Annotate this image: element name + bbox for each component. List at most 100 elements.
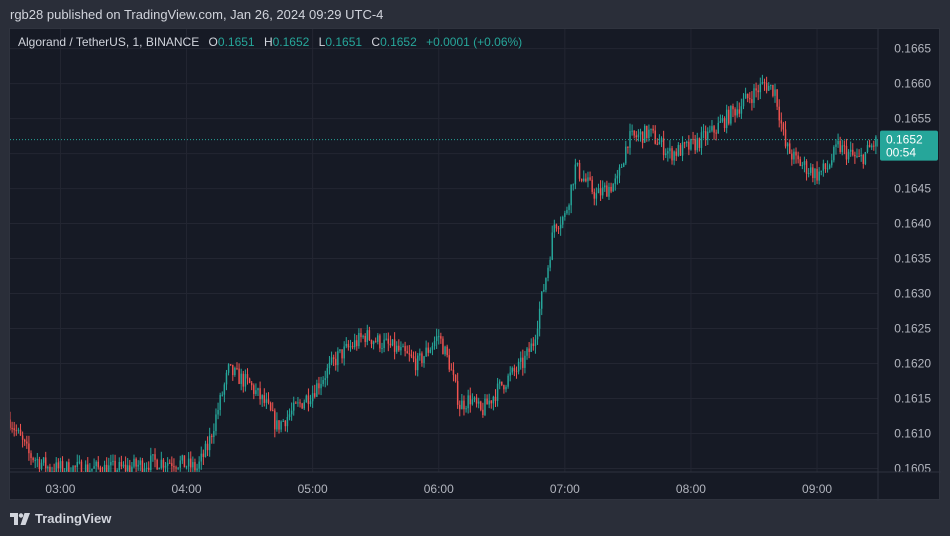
- candle-body: [349, 346, 352, 348]
- candle-body: [269, 402, 272, 411]
- y-tick-label: 0.1665: [894, 42, 931, 56]
- candle-body: [662, 138, 665, 156]
- candlestick-chart[interactable]: 0.1605 0.1610 0.1615 0.1620 0.1625 0.1630 0.16…: [10, 29, 941, 501]
- symbol-label: Algorand / TetherUS, 1, BINANCE: [18, 35, 200, 49]
- candle-body: [791, 153, 793, 160]
- y-tick-label: 0.1645: [894, 182, 931, 196]
- candle-body: [757, 90, 759, 93]
- candle-body: [591, 179, 593, 192]
- candle-body: [305, 395, 308, 403]
- candle-body: [263, 395, 266, 403]
- candle-body: [580, 178, 583, 181]
- candle-body: [429, 349, 432, 353]
- candle-body: [423, 356, 425, 363]
- candle-body: [744, 93, 747, 99]
- candle-body: [583, 178, 585, 181]
- candle-body: [137, 464, 139, 467]
- candle-body: [368, 330, 371, 340]
- candle-body: [10, 419, 11, 428]
- candle-body: [620, 166, 623, 168]
- candle-body: [276, 420, 278, 430]
- candle-body: [68, 462, 70, 472]
- candle-body: [147, 467, 150, 471]
- y-tick-label: 0.1630: [894, 287, 931, 301]
- candle-body: [671, 148, 673, 161]
- candle-body: [822, 163, 825, 171]
- open-label: O: [208, 35, 218, 49]
- brand-name: TradingView: [35, 511, 112, 526]
- candle-body: [538, 308, 541, 329]
- candle-body: [135, 458, 137, 467]
- candle-body: [425, 347, 427, 357]
- candle-body: [545, 278, 547, 290]
- candle-body: [358, 333, 360, 347]
- candle-body: [444, 346, 446, 355]
- candle-body: [818, 171, 820, 181]
- candle-body: [364, 335, 366, 342]
- candle-body: [240, 373, 242, 384]
- candle-body: [698, 138, 701, 148]
- candle-body: [398, 345, 400, 351]
- candle-body: [103, 464, 106, 472]
- candle-body: [526, 348, 528, 356]
- change-value: +0.0001 (+0.06%): [426, 35, 523, 49]
- candle-body: [278, 420, 280, 430]
- candle-body: [250, 382, 253, 386]
- candle-body: [629, 131, 631, 148]
- candle-body: [578, 162, 581, 179]
- candle-body: [30, 453, 32, 459]
- candle-body: [141, 460, 144, 472]
- candle-body: [70, 476, 71, 477]
- candle-body: [805, 161, 808, 174]
- candle-body: [484, 398, 486, 416]
- tradingview-logo[interactable]: TradingView: [10, 511, 111, 526]
- candle-body: [784, 129, 787, 147]
- candle-body: [490, 400, 493, 404]
- candle-body: [114, 460, 116, 472]
- candle-body: [215, 414, 217, 432]
- candle-body: [454, 374, 457, 382]
- candle-body: [267, 399, 270, 403]
- candle-body: [604, 185, 606, 188]
- candle-body: [873, 145, 875, 147]
- candle-body: [131, 466, 133, 472]
- last-price-value: 0.1652: [886, 133, 923, 147]
- candle-body: [374, 341, 377, 343]
- candle-body: [551, 232, 553, 260]
- chart-frame[interactable]: 0.1605 0.1610 0.1615 0.1620 0.1625 0.1630 0.16…: [9, 28, 941, 501]
- candle-body: [547, 267, 549, 279]
- high-value: 0.1652: [272, 35, 310, 49]
- candle-body: [618, 167, 621, 176]
- candle-body: [595, 193, 598, 199]
- candle-body: [856, 156, 858, 158]
- candle-body: [496, 383, 499, 401]
- candle-body: [658, 141, 661, 145]
- y-tick-label: 0.1615: [894, 392, 931, 406]
- candle-body: [826, 168, 829, 170]
- candle-body: [246, 374, 249, 379]
- candle-body: [763, 82, 766, 84]
- candle-body: [17, 429, 20, 431]
- candle-body: [221, 394, 224, 396]
- candles-group: [10, 74, 878, 477]
- candle-body: [652, 128, 654, 131]
- candle-body: [23, 439, 26, 442]
- candle-body: [253, 385, 255, 394]
- candle-body: [492, 396, 495, 404]
- candle-body: [105, 464, 108, 472]
- candle-body: [686, 141, 688, 144]
- candle-body: [513, 367, 516, 372]
- candle-body: [637, 134, 640, 138]
- candle-body: [271, 410, 274, 412]
- candle-body: [295, 402, 297, 404]
- candle-body: [204, 443, 207, 457]
- candle-body: [391, 339, 394, 346]
- candle-body: [173, 466, 175, 468]
- candle-body: [530, 343, 532, 352]
- candle-body: [524, 355, 526, 368]
- candle-body: [122, 464, 125, 467]
- x-tick-label: 06:00: [424, 482, 454, 496]
- candle-body: [435, 336, 438, 342]
- candle-body: [667, 151, 669, 154]
- candle-body: [234, 368, 236, 376]
